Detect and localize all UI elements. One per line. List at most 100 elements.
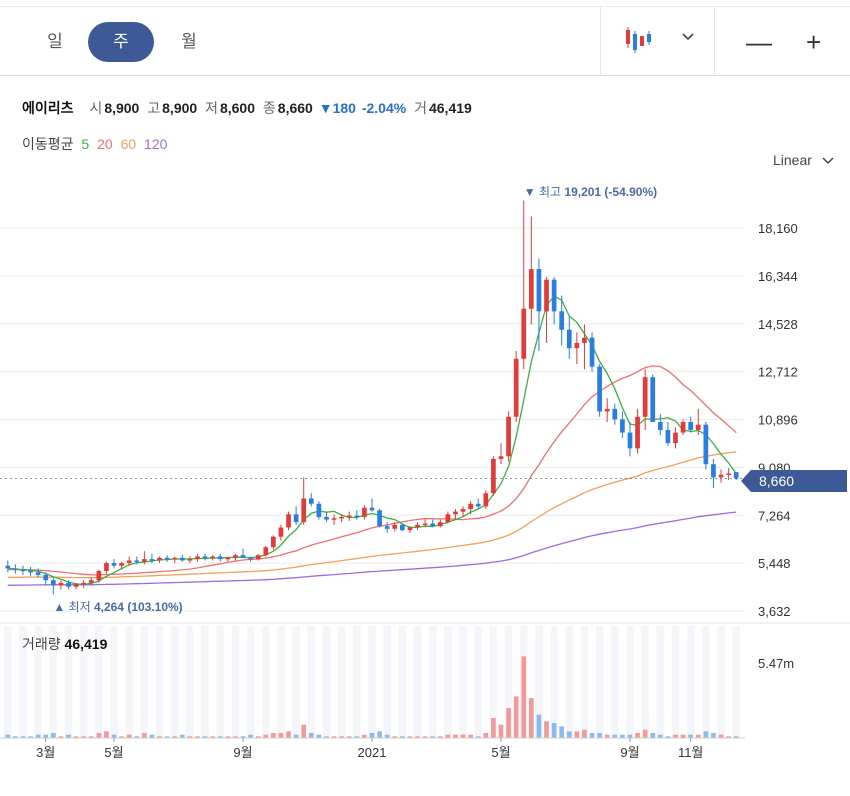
scale-select[interactable]: Linear bbox=[773, 152, 834, 168]
candle-body[interactable] bbox=[718, 474, 724, 478]
candle-body[interactable] bbox=[642, 377, 648, 417]
candle-body[interactable] bbox=[233, 555, 238, 558]
candle-body[interactable] bbox=[187, 559, 193, 561]
candle-body[interactable] bbox=[263, 547, 269, 556]
candle-body[interactable] bbox=[172, 557, 178, 560]
candle-body[interactable] bbox=[134, 560, 140, 562]
candle-body[interactable] bbox=[445, 514, 451, 523]
candle-body[interactable] bbox=[559, 311, 565, 330]
candle-body[interactable] bbox=[551, 279, 557, 312]
candle-body[interactable] bbox=[339, 516, 345, 519]
candle-body[interactable] bbox=[81, 582, 87, 585]
candle-body[interactable] bbox=[13, 568, 18, 570]
chevron-down-icon[interactable] bbox=[682, 32, 694, 42]
candle-body[interactable] bbox=[195, 556, 200, 560]
candle-body[interactable] bbox=[688, 422, 694, 430]
candle-body[interactable] bbox=[301, 498, 307, 523]
candle-body[interactable] bbox=[164, 557, 170, 560]
candle-body[interactable] bbox=[142, 559, 147, 562]
candle-body[interactable] bbox=[248, 557, 253, 560]
candle-body[interactable] bbox=[293, 514, 299, 523]
candle-body[interactable] bbox=[5, 565, 11, 569]
candle-body[interactable] bbox=[362, 507, 367, 517]
candle-body[interactable] bbox=[726, 473, 731, 475]
tab-week[interactable]: 주 bbox=[88, 22, 154, 62]
candle-body[interactable] bbox=[733, 472, 739, 479]
tab-day[interactable]: 일 bbox=[47, 32, 63, 51]
candle-body[interactable] bbox=[657, 422, 663, 430]
zoom-out-button[interactable]: — bbox=[746, 27, 772, 57]
candle-body[interactable] bbox=[680, 422, 686, 433]
candle-body[interactable] bbox=[612, 408, 618, 420]
candle-body[interactable] bbox=[597, 366, 602, 412]
candle-body[interactable] bbox=[240, 555, 246, 558]
candlestick-icon[interactable] bbox=[624, 26, 658, 54]
candle-body[interactable] bbox=[202, 556, 208, 558]
candle-body[interactable] bbox=[703, 424, 709, 465]
candle-body[interactable] bbox=[415, 524, 420, 528]
candle-body[interactable] bbox=[506, 416, 511, 457]
candle-body[interactable] bbox=[528, 269, 534, 309]
candle-body[interactable] bbox=[255, 555, 261, 560]
candle-body[interactable] bbox=[422, 523, 428, 526]
candle-body[interactable] bbox=[149, 559, 155, 561]
candle-body[interactable] bbox=[324, 516, 329, 520]
candle-body[interactable] bbox=[354, 515, 360, 518]
candle-body[interactable] bbox=[665, 429, 671, 444]
candle-body[interactable] bbox=[574, 342, 580, 349]
candle-body[interactable] bbox=[483, 493, 489, 507]
candle-body[interactable] bbox=[407, 527, 413, 531]
candle-body[interactable] bbox=[369, 507, 375, 511]
candle-body[interactable] bbox=[316, 503, 322, 517]
candle-body[interactable] bbox=[278, 527, 284, 537]
candle-body[interactable] bbox=[430, 523, 436, 527]
candle-body[interactable] bbox=[566, 329, 572, 349]
candle-body[interactable] bbox=[521, 308, 527, 359]
candle-body[interactable] bbox=[96, 570, 102, 581]
candle-body[interactable] bbox=[453, 511, 458, 515]
candle-body[interactable] bbox=[399, 524, 405, 531]
candle-body[interactable] bbox=[28, 570, 33, 573]
candle-body[interactable] bbox=[635, 416, 640, 449]
ma-legend[interactable]: 이동평균 5 20 60 120 bbox=[22, 134, 171, 154]
zoom-in-button[interactable]: + bbox=[806, 27, 822, 57]
candle-body[interactable] bbox=[711, 464, 716, 478]
candle-body[interactable] bbox=[157, 557, 162, 561]
candle-body[interactable] bbox=[650, 377, 656, 423]
candle-body[interactable] bbox=[437, 522, 443, 527]
candle-body[interactable] bbox=[73, 584, 79, 587]
candle-body[interactable] bbox=[210, 556, 216, 558]
candle-body[interactable] bbox=[604, 408, 610, 412]
candle-body[interactable] bbox=[88, 580, 94, 583]
candle-body[interactable] bbox=[271, 536, 276, 548]
candle-body[interactable] bbox=[331, 518, 337, 520]
candle-body[interactable] bbox=[126, 560, 132, 564]
candle-body[interactable] bbox=[460, 509, 466, 512]
candle-body[interactable] bbox=[119, 563, 124, 566]
candle-body[interactable] bbox=[179, 557, 185, 561]
candle-body[interactable] bbox=[66, 582, 71, 587]
candle-body[interactable] bbox=[513, 358, 519, 417]
candle-body[interactable] bbox=[217, 556, 223, 560]
candle-body[interactable] bbox=[498, 456, 504, 459]
candle-body[interactable] bbox=[111, 563, 117, 566]
candle-body[interactable] bbox=[20, 569, 26, 572]
candle-body[interactable] bbox=[536, 269, 542, 312]
candle-body[interactable] bbox=[475, 503, 481, 507]
candle-body[interactable] bbox=[384, 526, 390, 529]
candle-body[interactable] bbox=[491, 458, 496, 494]
candle-body[interactable] bbox=[35, 572, 41, 575]
candle-body[interactable] bbox=[58, 582, 64, 586]
candle-body[interactable] bbox=[589, 337, 595, 367]
candle-body[interactable] bbox=[673, 432, 678, 444]
candle-body[interactable] bbox=[468, 503, 473, 510]
candle-body[interactable] bbox=[286, 514, 291, 528]
candle-body[interactable] bbox=[346, 515, 352, 518]
candle-body[interactable] bbox=[308, 498, 314, 504]
candle-body[interactable] bbox=[627, 432, 633, 449]
candle-body[interactable] bbox=[392, 524, 398, 529]
candle-body[interactable] bbox=[43, 574, 49, 581]
candle-body[interactable] bbox=[544, 279, 549, 312]
candle-body[interactable] bbox=[377, 510, 382, 527]
